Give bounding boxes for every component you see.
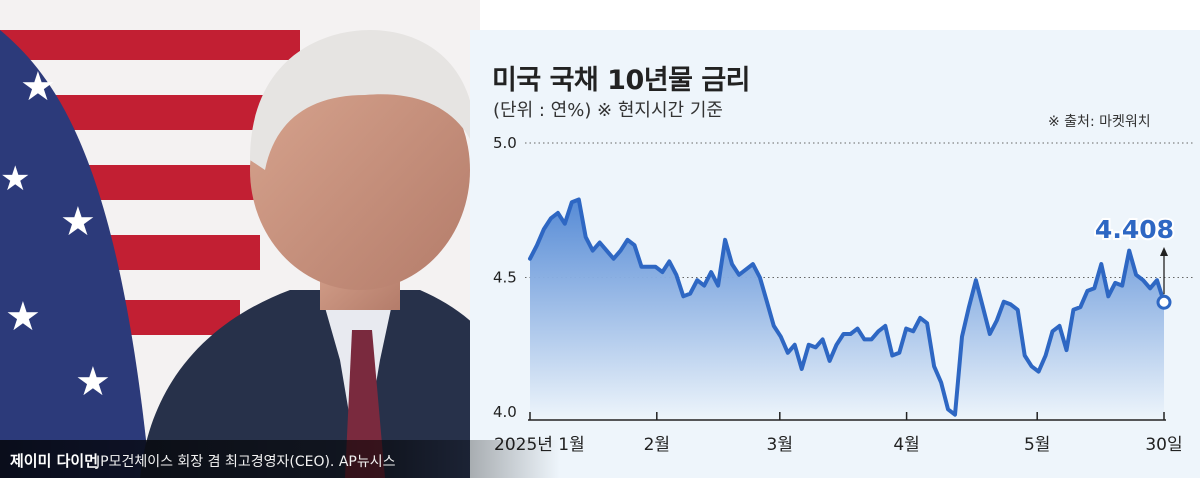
y-tick-label: 4.0: [493, 403, 517, 421]
annotation-value-label: 4.408: [1095, 215, 1174, 244]
x-tick-label: 3월: [767, 435, 793, 455]
x-tick-label: 2월: [644, 435, 670, 455]
caption-bar: [0, 440, 560, 478]
arrow-head: [1160, 247, 1168, 256]
chart-title: 미국 국채 10년물 금리: [492, 65, 751, 96]
series-line: [528, 197, 1166, 417]
svg-text:★: ★: [60, 199, 96, 245]
annotation: 4.408: [1093, 213, 1176, 310]
svg-text:★: ★: [75, 359, 111, 405]
x-tick-label: 4월: [893, 435, 919, 455]
chart-source: ※ 출처: 마켓워치: [1048, 114, 1151, 130]
svg-text:★: ★: [20, 64, 56, 110]
series-area: [530, 199, 1164, 420]
caption-description: JP모건체이스 회장 겸 최고경영자(CEO). AP뉴시스: [96, 454, 396, 470]
gridlines: 5.0 4.5 4.0: [493, 134, 1195, 421]
y-tick-label: 5.0: [493, 134, 517, 152]
svg-text:★: ★: [5, 294, 41, 340]
caption-name: 제이미 다이먼: [10, 452, 99, 470]
portrait-silhouette: [140, 30, 560, 478]
svg-text:★: ★: [0, 159, 30, 199]
chart-subtitle: (단위 : 연%) ※ 현지시간 기준: [493, 100, 723, 121]
x-tick-label: 30일: [1145, 435, 1182, 455]
last-point-marker: [1156, 294, 1172, 310]
x-tick-label: 5월: [1024, 435, 1050, 455]
y-tick-label: 4.5: [493, 269, 517, 287]
